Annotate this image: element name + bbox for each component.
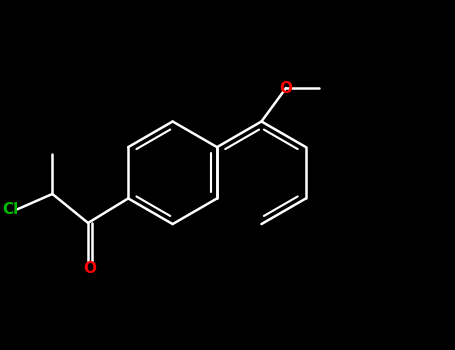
Text: O: O [83,261,96,276]
Text: O: O [279,80,293,96]
Text: Cl: Cl [2,202,18,217]
